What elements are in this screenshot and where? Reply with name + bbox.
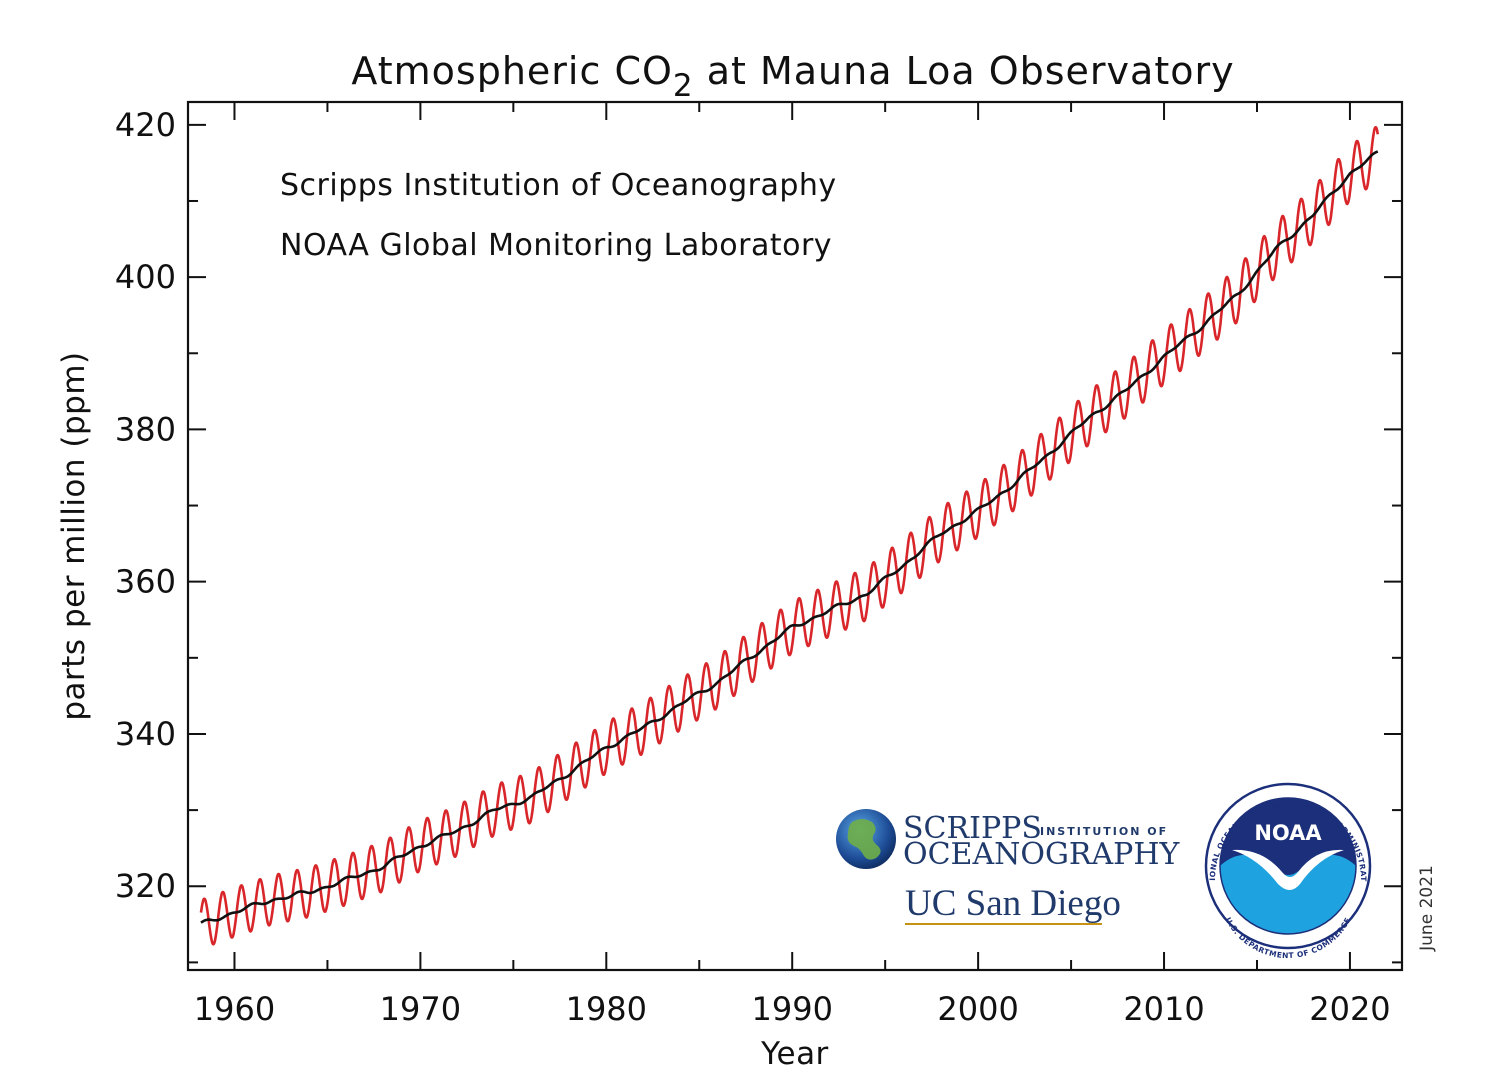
ucsd-wordmark: UC San Diego bbox=[905, 883, 1121, 924]
noaa-logo: NOAA NATIONAL OCEANIC AND ATMOSPHERIC AD… bbox=[0, 0, 1372, 960]
noaa-ring-text-top: NATIONAL OCEANIC AND ATMOSPHERIC ADMINIS… bbox=[0, 0, 1368, 882]
series-group bbox=[199, 126, 1380, 946]
globe-land-shape bbox=[847, 819, 881, 860]
series-trend-line bbox=[200, 150, 1379, 924]
ucsd-logo: UC San Diego bbox=[905, 883, 1121, 925]
oceanography-wordmark: OCEANOGRAPHY bbox=[903, 837, 1181, 872]
x-axis-label: Year bbox=[760, 1036, 829, 1072]
x-tick-label: 2020 bbox=[1309, 990, 1390, 1028]
scripps-tagline: INSTITUTION OF bbox=[1040, 825, 1168, 838]
y-tick-label: 420 bbox=[115, 106, 176, 144]
y-tick-label: 320 bbox=[115, 867, 176, 905]
x-tick-label: 1960 bbox=[194, 990, 275, 1028]
x-tick-labels: 1960 1970 1980 1990 2000 2010 2020 bbox=[194, 990, 1391, 1028]
scripps-logo: SCRIPPS INSTITUTION OF OCEANOGRAPHY bbox=[836, 809, 1181, 872]
date-note: June 2021 bbox=[1417, 865, 1437, 952]
y-tick-labels: 320 340 360 380 400 420 bbox=[115, 106, 176, 905]
y-tick-label: 340 bbox=[115, 715, 176, 753]
x-tick-label: 1970 bbox=[380, 990, 461, 1028]
plot-frame bbox=[186, 100, 1404, 972]
axis-ticks bbox=[188, 102, 1402, 970]
chart-title: Atmospheric CO2 at Mauna Loa Observatory bbox=[351, 49, 1234, 104]
x-tick-label: 1990 bbox=[751, 990, 832, 1028]
credit-noaa: NOAA Global Monitoring Laboratory bbox=[280, 228, 832, 263]
y-axis-label: parts per million (ppm) bbox=[56, 351, 92, 720]
x-tick-label: 2000 bbox=[937, 990, 1018, 1028]
scripps-wordmark: SCRIPPS bbox=[903, 811, 1042, 846]
y-tick-label: 400 bbox=[115, 258, 176, 296]
y-tick-label: 380 bbox=[115, 410, 176, 448]
noaa-bird-icon bbox=[1232, 849, 1344, 890]
x-tick-label: 2010 bbox=[1123, 990, 1204, 1028]
series-monthly-line bbox=[199, 126, 1380, 946]
x-tick-label: 1980 bbox=[566, 990, 647, 1028]
credit-scripps: Scripps Institution of Oceanography bbox=[280, 168, 837, 203]
y-tick-label: 360 bbox=[115, 563, 176, 601]
noaa-wordmark: NOAA bbox=[1254, 821, 1322, 845]
